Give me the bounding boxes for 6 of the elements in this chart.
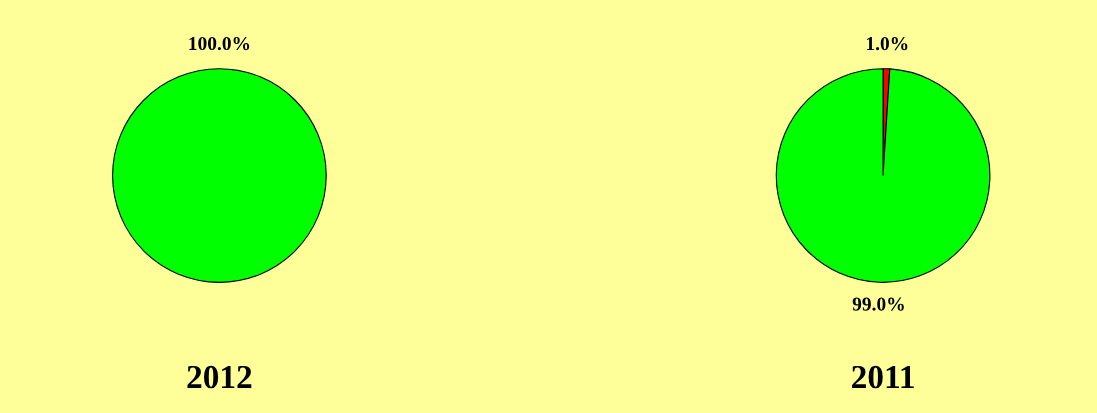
text: 2012 [187, 365, 252, 389]
data-label: 100.0% [189, 36, 250, 51]
data-label: 99.0% [852, 297, 904, 311]
text: 2011 [852, 365, 914, 389]
data-label: 1.0% [866, 37, 908, 51]
pie-slice [775, 68, 991, 283]
